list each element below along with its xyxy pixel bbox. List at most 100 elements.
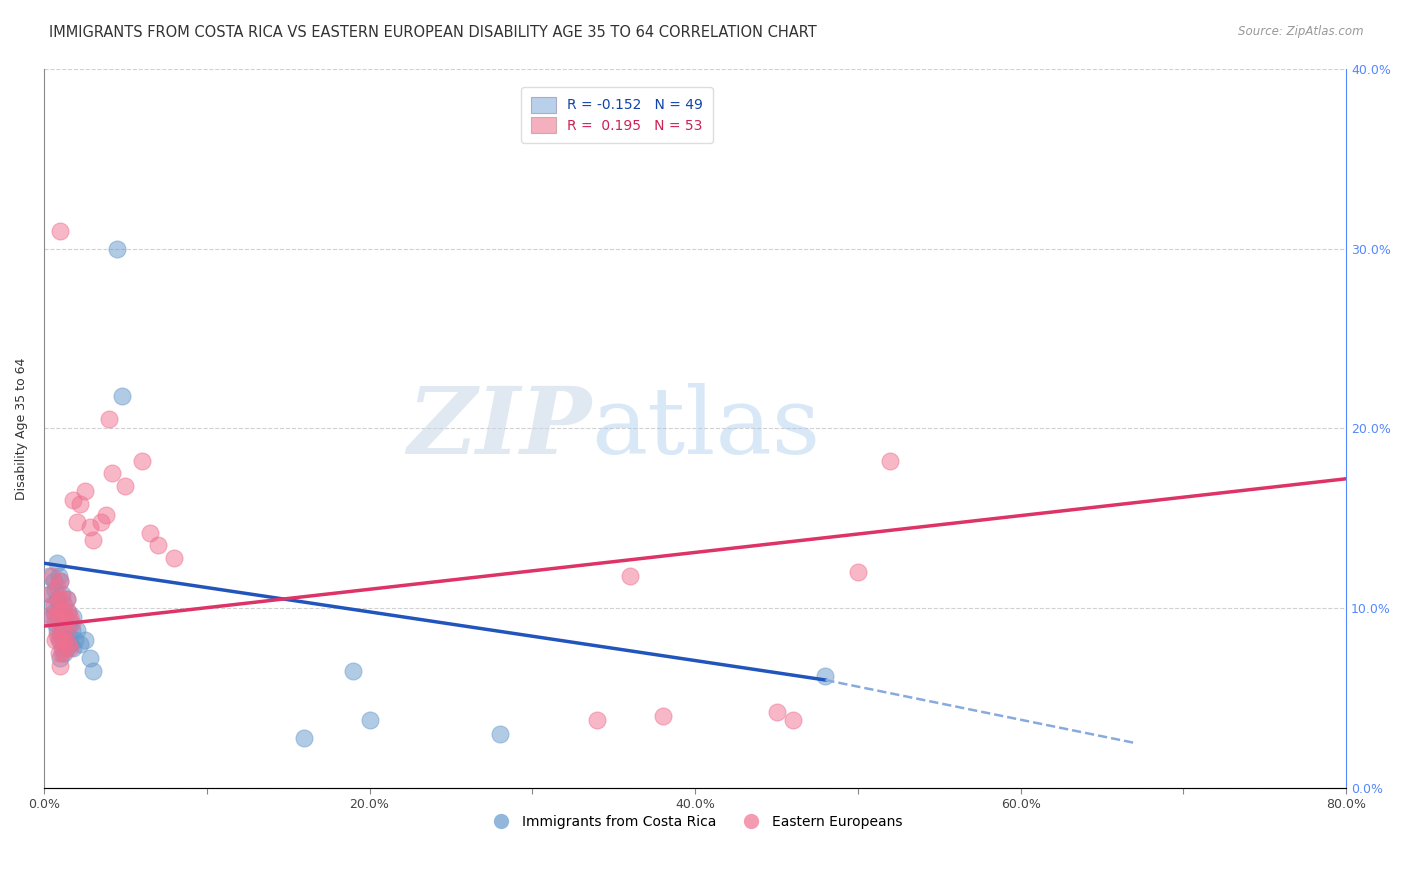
Point — [55, 592, 77, 607]
Point — [49, 224, 72, 238]
Point — [105, 242, 128, 256]
Point — [58, 605, 80, 619]
Point — [49, 574, 72, 589]
Point — [48, 615, 70, 630]
Point — [59, 637, 82, 651]
Point — [651, 709, 673, 723]
Point — [49, 628, 72, 642]
Point — [49, 574, 72, 589]
Point — [55, 619, 77, 633]
Point — [51, 592, 73, 607]
Point — [619, 569, 641, 583]
Point — [55, 623, 77, 637]
Point — [53, 610, 76, 624]
Point — [42, 598, 65, 612]
Point — [101, 467, 124, 481]
Point — [94, 508, 117, 522]
Point — [73, 633, 96, 648]
Legend: Immigrants from Costa Rica, Eastern Europeans: Immigrants from Costa Rica, Eastern Euro… — [482, 810, 908, 835]
Point — [48, 592, 70, 607]
Point — [42, 605, 65, 619]
Point — [131, 454, 153, 468]
Point — [65, 515, 87, 529]
Y-axis label: Disability Age 35 to 64: Disability Age 35 to 64 — [15, 358, 28, 500]
Point — [62, 493, 84, 508]
Point — [51, 640, 73, 655]
Point — [139, 525, 162, 540]
Point — [65, 623, 87, 637]
Point — [58, 628, 80, 642]
Point — [73, 484, 96, 499]
Point — [114, 479, 136, 493]
Point — [48, 601, 70, 615]
Point — [48, 646, 70, 660]
Point — [52, 633, 75, 648]
Point — [41, 610, 63, 624]
Point — [146, 538, 169, 552]
Point — [52, 598, 75, 612]
Point — [55, 592, 77, 607]
Point — [62, 640, 84, 655]
Text: IMMIGRANTS FROM COSTA RICA VS EASTERN EUROPEAN DISABILITY AGE 35 TO 64 CORRELATI: IMMIGRANTS FROM COSTA RICA VS EASTERN EU… — [49, 25, 817, 40]
Point — [46, 592, 69, 607]
Point — [38, 569, 60, 583]
Point — [46, 580, 69, 594]
Point — [46, 628, 69, 642]
Point — [48, 569, 70, 583]
Point — [59, 615, 82, 630]
Point — [765, 706, 787, 720]
Text: ZIP: ZIP — [406, 384, 591, 474]
Point — [60, 615, 83, 630]
Point — [41, 569, 63, 583]
Point — [39, 587, 62, 601]
Point — [488, 727, 510, 741]
Point — [59, 610, 82, 624]
Point — [111, 389, 134, 403]
Point — [44, 615, 66, 630]
Point — [342, 664, 364, 678]
Point — [62, 610, 84, 624]
Point — [48, 633, 70, 648]
Point — [52, 605, 75, 619]
Point — [46, 556, 69, 570]
Point — [53, 640, 76, 655]
Text: atlas: atlas — [591, 384, 820, 474]
Point — [49, 651, 72, 665]
Point — [51, 587, 73, 601]
Point — [42, 574, 65, 589]
Point — [98, 412, 121, 426]
Point — [782, 713, 804, 727]
Point — [82, 664, 104, 678]
Point — [814, 669, 837, 683]
Point — [55, 640, 77, 655]
Point — [53, 610, 76, 624]
Point — [49, 658, 72, 673]
Point — [46, 605, 69, 619]
Point — [59, 640, 82, 655]
Point — [846, 565, 869, 579]
Point — [359, 713, 381, 727]
Point — [90, 515, 112, 529]
Point — [46, 623, 69, 637]
Point — [58, 605, 80, 619]
Point — [79, 520, 101, 534]
Point — [49, 633, 72, 648]
Point — [63, 633, 86, 648]
Point — [60, 623, 83, 637]
Point — [41, 598, 63, 612]
Point — [879, 454, 901, 468]
Point — [49, 605, 72, 619]
Point — [53, 633, 76, 648]
Point — [44, 633, 66, 648]
Point — [82, 533, 104, 547]
Point — [69, 637, 91, 651]
Point — [38, 610, 60, 624]
Point — [51, 646, 73, 660]
Point — [44, 610, 66, 624]
Point — [294, 731, 316, 745]
Point — [44, 583, 66, 598]
Point — [586, 713, 609, 727]
Point — [163, 550, 186, 565]
Point — [52, 623, 75, 637]
Point — [39, 587, 62, 601]
